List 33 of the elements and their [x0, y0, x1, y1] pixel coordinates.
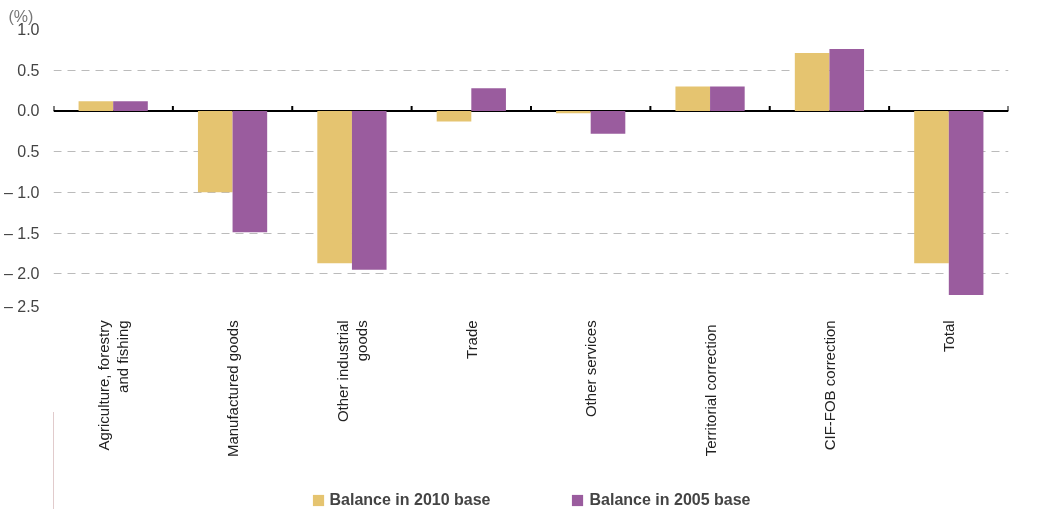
y-tick-label: 0.5	[17, 61, 40, 79]
bar	[794, 53, 830, 111]
x-tick-label: Other industrial goods	[333, 320, 371, 423]
x-tick-label: Manufactured goods	[224, 320, 242, 458]
bar	[710, 86, 745, 111]
bar	[471, 88, 506, 111]
bar	[232, 110, 268, 233]
x-tick-label: CIF-FOB correction	[820, 320, 838, 451]
bar	[197, 110, 233, 193]
y-tick-label: 0.5	[17, 143, 40, 161]
bar	[317, 110, 352, 264]
x-tick-label: Agriculture, forestry and fishing	[94, 319, 132, 451]
bar	[948, 110, 984, 295]
x-tick-label: Total	[940, 320, 958, 353]
x-tick-label: Territorial correction	[701, 324, 719, 457]
bar	[351, 110, 387, 270]
legend-label: Balance in 2010 base	[329, 491, 491, 509]
x-tick-label: Other services	[582, 320, 600, 418]
y-tick-label: – 2.5	[3, 297, 40, 315]
y-tick-label: – 1.0	[3, 183, 40, 201]
y-tick-label: – 2.0	[3, 265, 40, 283]
legend-label: Balance in 2005 base	[589, 491, 751, 509]
bar	[829, 49, 865, 111]
bar	[590, 110, 626, 134]
x-tick-label: Trade	[462, 320, 480, 359]
bar	[914, 110, 949, 264]
y-tick-label: 0.0	[17, 102, 40, 120]
bar	[436, 110, 472, 122]
bar	[113, 101, 148, 111]
y-tick-label: – 1.5	[3, 224, 40, 242]
bar	[78, 101, 114, 111]
y-axis-title: (%)	[8, 7, 34, 25]
bar	[675, 86, 711, 111]
